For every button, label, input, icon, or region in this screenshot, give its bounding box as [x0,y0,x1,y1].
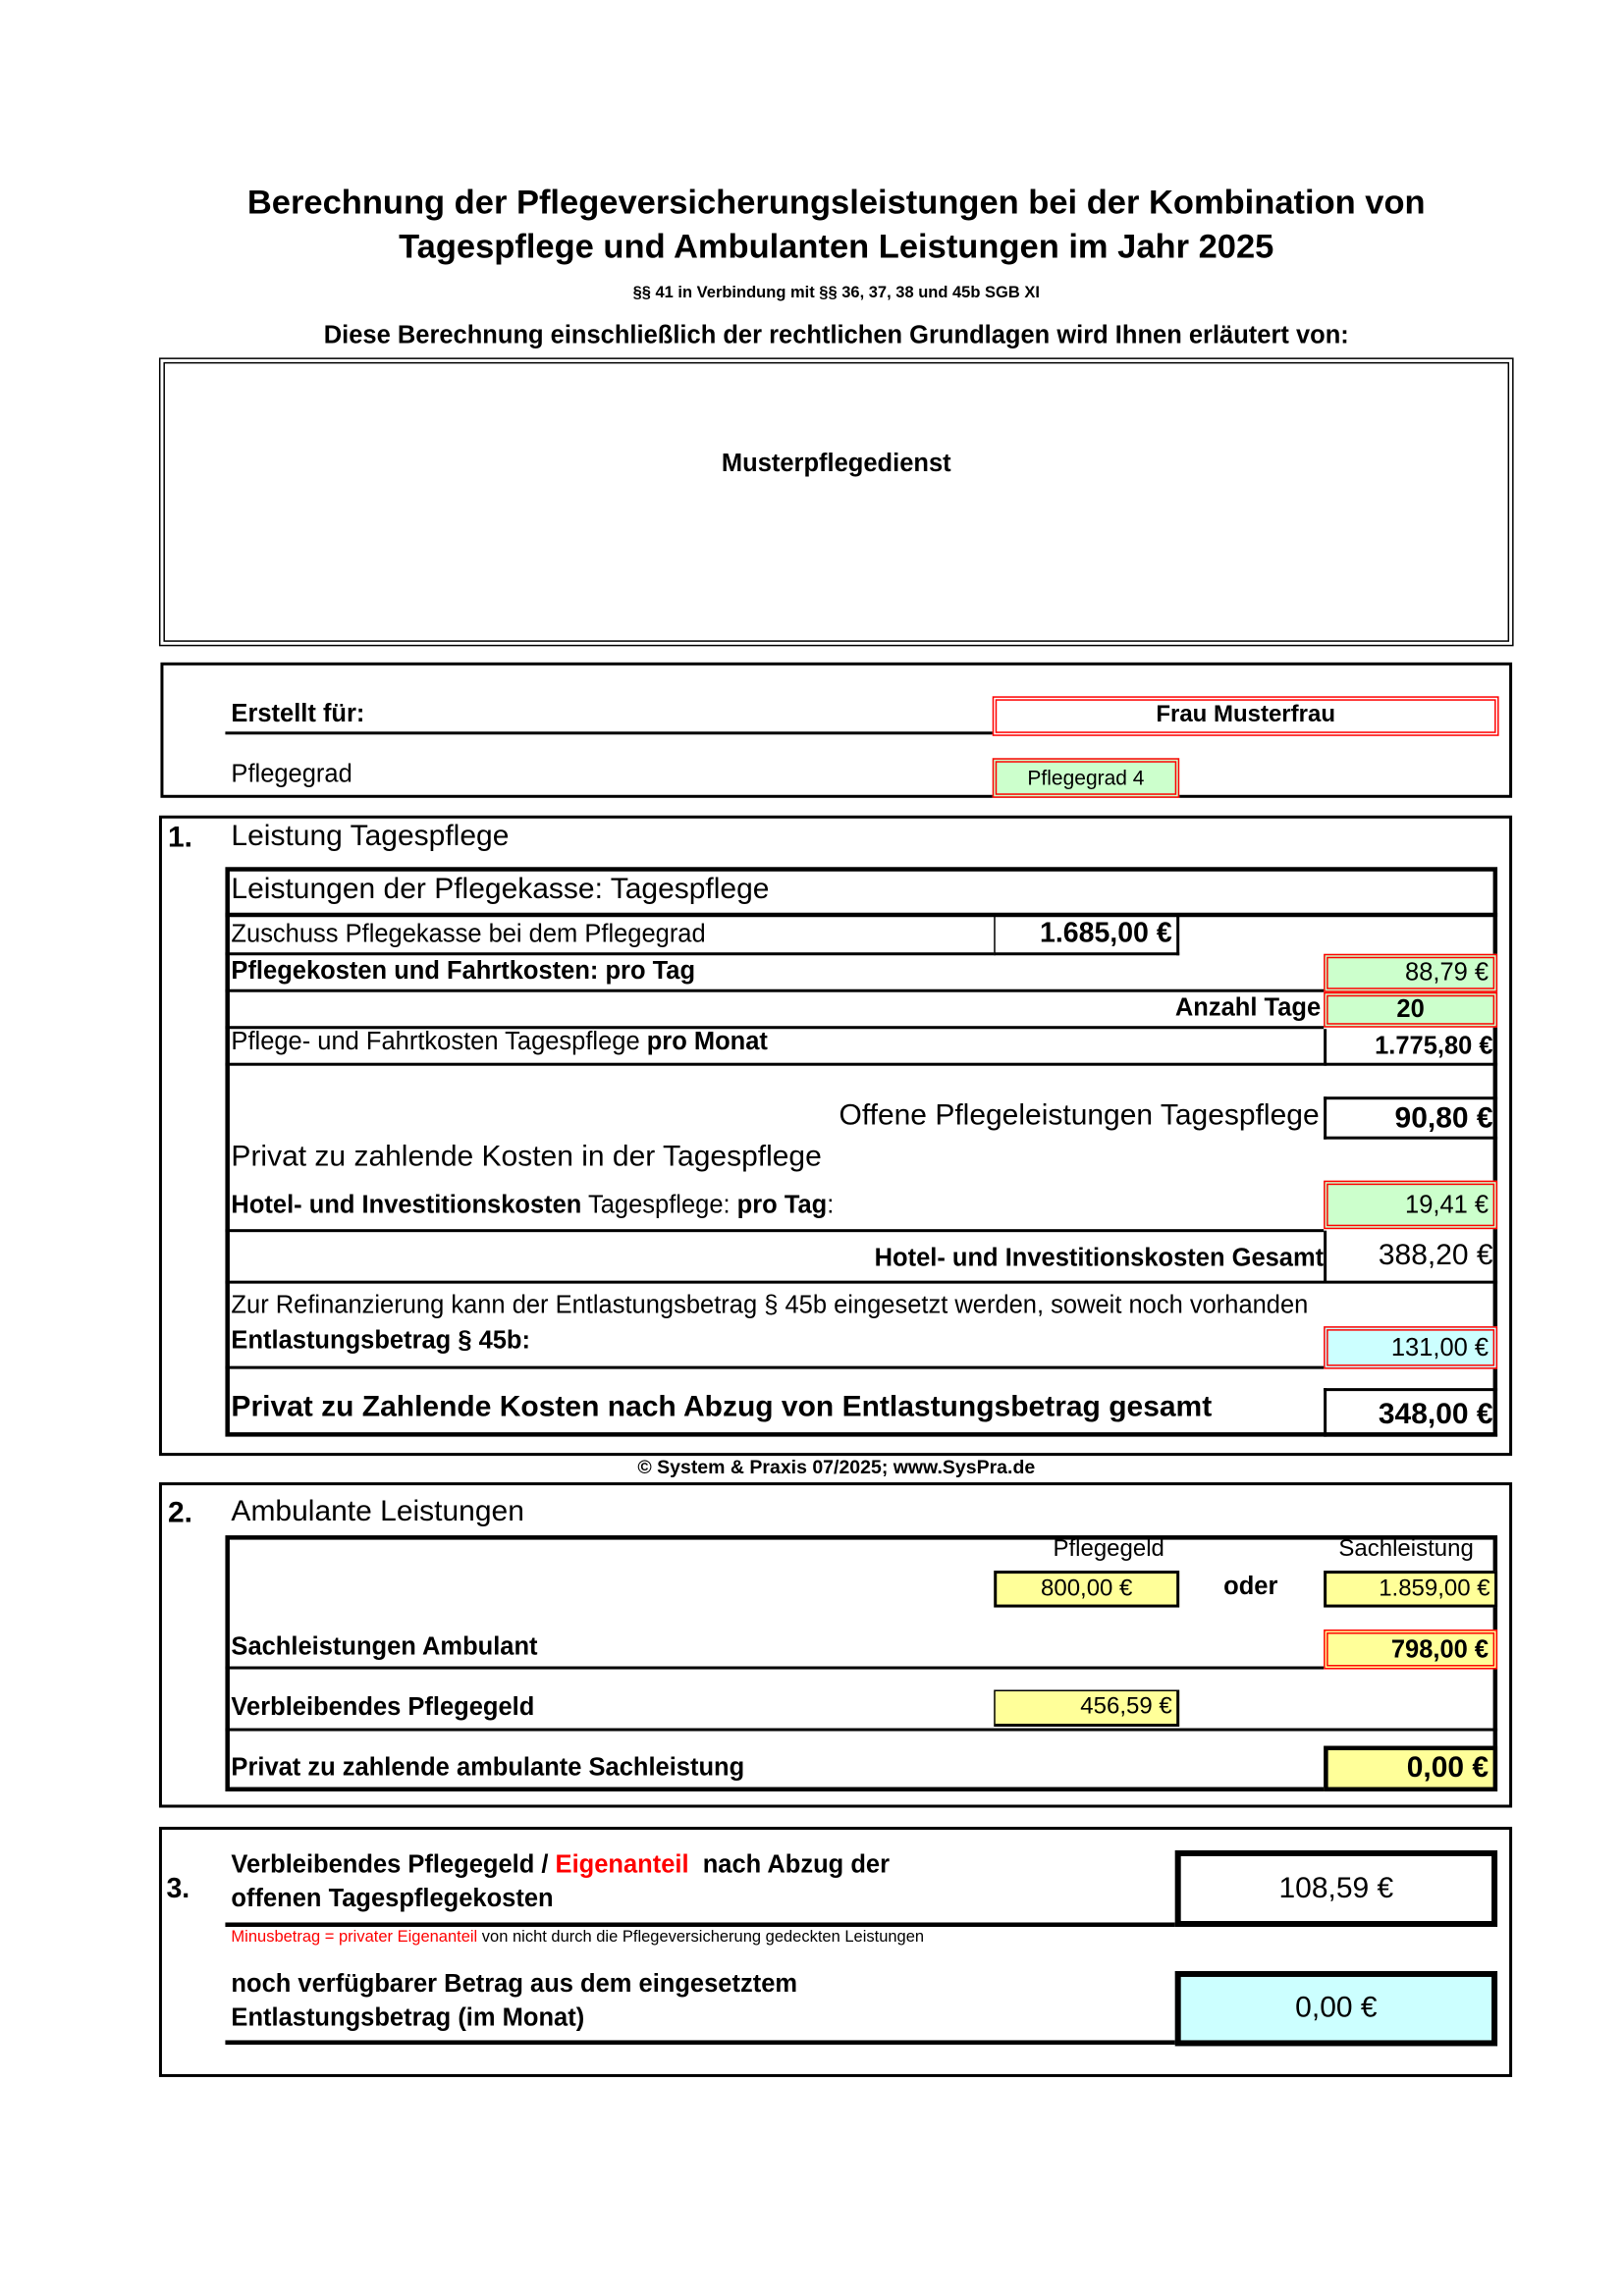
divider [225,1229,1325,1233]
in-kind-used-label: Sachleistungen Ambulant [231,1632,538,1661]
monthly-value: 1.775,80 € [1324,1029,1498,1066]
note-red: Minusbetrag = privater Eigenanteil [231,1928,478,1947]
section1-box [158,815,1513,1457]
days-label: Anzahl Tage [1174,993,1322,1022]
hotel-cost-input[interactable]: 19,41 € [1324,1180,1498,1230]
remaining-allowance-label: Verbleibendes Pflegegeld [231,1692,535,1722]
title-line2: Tagespflege und Ambulanten Leistungen im… [399,226,1274,265]
divider [225,1062,1325,1066]
monthly-label-text: Pflege- und Fahrtkosten Tagespflege [231,1027,647,1056]
hotel-label: Hotel- und Investitionskosten Tagespfleg… [231,1191,834,1220]
divider [225,952,995,956]
section2-box [158,1482,1513,1808]
in-kind-used-input[interactable]: 798,00 € [1324,1629,1498,1670]
provider-box [158,357,1514,647]
subsidy-label: Zuschuss Pflegekasse bei dem Pflegegrad [231,920,706,948]
legal-basis: §§ 41 in Verbindung mit §§ 36, 37, 38 un… [632,284,1040,302]
section1-number: 1. [167,821,192,854]
result-value: 108,59 € [1174,1849,1498,1927]
available-line1: noch verfügbarer Betrag aus dem eingeset… [231,1969,798,1998]
explained-by: Diese Berechnung einschließlich der rech… [323,320,1349,349]
hotel-total-value: 388,20 € [1324,1230,1497,1283]
divider [225,731,993,735]
divider [225,2040,1175,2045]
hotel-total-label: Hotel- und Investitionskosten Gesamt [874,1244,1325,1272]
created-for-label: Erstellt für: [231,699,365,727]
private-in-kind-label: Privat zu zahlende ambulante Sachleistun… [231,1753,745,1782]
or-label: oder [1223,1572,1278,1601]
line1-rest: nach Abzug der [688,1849,890,1879]
open-value: 90,80 € [1324,1096,1498,1140]
section2-title: Ambulante Leistungen [231,1495,524,1528]
available-value: 0,00 € [1174,1970,1498,2047]
divider [225,1026,1325,1030]
monthly-label-bold: pro Monat [646,1027,768,1056]
private-title: Privat zu zahlende Kosten in der Tagespf… [231,1141,822,1174]
divider [225,988,1325,992]
open-label: Offene Pflegeleistungen Tagespflege [839,1099,1320,1133]
section3-line2: offenen Tagespflegekosten [231,1884,554,1912]
refinance-note: Zur Refinanzierung kann der Entlastungsb… [231,1291,1309,1319]
divider [225,912,1498,918]
daily-cost-label: Pflegekosten und Fahrtkosten: pro Tag [231,956,696,986]
divider [225,1280,1498,1284]
hotel-label-colon: : [827,1191,835,1219]
section3-number: 3. [166,1873,190,1905]
care-level-select[interactable]: Pflegegrad 4 [992,758,1180,798]
line1-text: Verbleibendes Pflegegeld / [231,1849,556,1879]
private-total-value: 348,00 € [1324,1388,1498,1437]
remaining-allowance-value: 456,59 € [994,1689,1180,1728]
created-for-field[interactable]: Frau Musterfrau [992,696,1499,736]
subsidy-value: 1.685,00 € [994,915,1180,956]
client-box [160,662,1513,798]
hotel-label-bold: Hotel- und Investitionskosten [231,1191,582,1219]
table-subtitle: Leistungen der Pflegekasse: Tagespflege [231,873,770,906]
monthly-label: Pflege- und Fahrtkosten Tagespflege pro … [231,1028,767,1057]
in-kind-header: Sachleistung [1338,1536,1474,1563]
section2-number: 2. [167,1497,192,1530]
hotel-label-text: Tagespflege: [581,1191,737,1219]
days-input[interactable]: 20 [1324,991,1498,1028]
divider [225,1922,1175,1927]
private-total-label: Privat zu Zahlende Kosten nach Abzug von… [231,1391,1213,1424]
own-share-highlight: Eigenanteil [555,1849,689,1879]
divider [225,1365,1325,1369]
copyright: © System & Praxis 07/2025; www.SysPra.de [637,1456,1036,1478]
daily-cost-input[interactable]: 88,79 € [1324,953,1498,992]
available-line2: Entlastungsbetrag (im Monat) [231,2002,585,2032]
hotel-label-per-day: pro Tag [736,1191,828,1219]
care-level-label: Pflegegrad [231,759,352,788]
tagespflege-table [225,867,1498,1437]
care-allowance-value: 800,00 € [994,1571,1180,1608]
divider [225,1728,1498,1732]
care-allowance-header: Pflegegeld [1053,1536,1164,1563]
minus-note: Minusbetrag = privater Eigenanteil von n… [231,1928,924,1946]
section1-title: Leistung Tagespflege [231,820,510,853]
title-line1: Berechnung der Pflegeversicherungsleistu… [246,182,1426,221]
in-kind-value: 1.859,00 € [1324,1571,1498,1608]
private-in-kind-value: 0,00 € [1324,1745,1498,1792]
divider [225,1666,1325,1670]
note-black: von nicht durch die Pflegeversicherung g… [477,1928,925,1947]
relief-input[interactable]: 131,00 € [1324,1326,1498,1369]
relief-label: Entlastungsbetrag § 45b: [231,1326,531,1355]
section3-line1: Verbleibendes Pflegegeld / Eigenanteil n… [231,1850,890,1880]
provider-name: Musterpflegedienst [721,449,951,477]
section3-box [158,1827,1513,2077]
